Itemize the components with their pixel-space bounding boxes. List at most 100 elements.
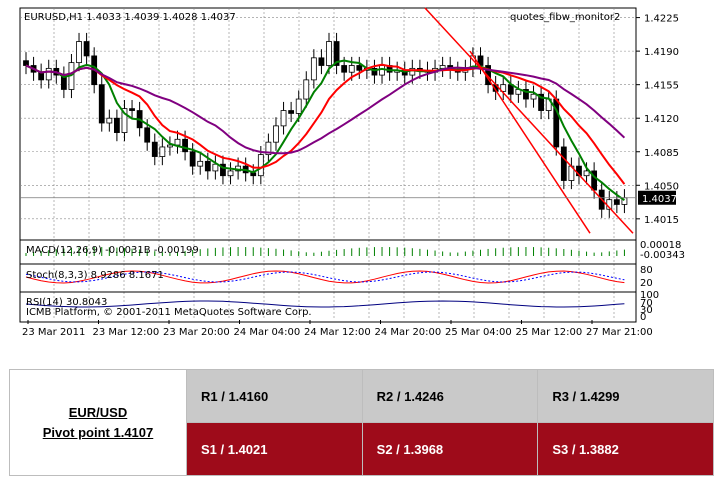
candle-body bbox=[189, 151, 196, 167]
candle-body bbox=[310, 57, 317, 81]
candle-body bbox=[182, 138, 188, 153]
x-tick-label: 25 Mar 04:00 bbox=[445, 327, 512, 338]
candle-body bbox=[167, 144, 173, 148]
candle-body bbox=[265, 141, 272, 156]
x-tick-label: 24 Mar 20:00 bbox=[375, 327, 442, 338]
ma-line bbox=[25, 59, 625, 202]
chart-svg: 1.4225 1.4190 1.4155 1.4120 1.4085 1.4050 1.40… bbox=[19, 7, 685, 338]
candle-body bbox=[98, 84, 105, 124]
s2-cell: S2 / 1.3968 bbox=[361, 422, 539, 476]
y-tick-label: 1.4155 bbox=[644, 81, 679, 92]
r2-cell: R2 / 1.4246 bbox=[361, 369, 539, 423]
candle-body bbox=[174, 138, 181, 146]
pair-name: EUR/USD bbox=[68, 404, 128, 420]
candle-body bbox=[280, 110, 287, 127]
macd-tick-label: -0.00343 bbox=[640, 250, 685, 261]
candle-body bbox=[303, 79, 310, 100]
candle-body bbox=[220, 163, 226, 177]
macd-label: MACD(12,26,9) -0.0031B -0.00199 bbox=[26, 245, 199, 256]
y-tick-label: 1.4190 bbox=[644, 47, 679, 58]
pivot-point: Pivot point 1.4107 bbox=[42, 424, 154, 440]
stoch-tick-label: 20 bbox=[640, 278, 653, 289]
s3-cell: S3 / 1.3882 bbox=[537, 422, 714, 476]
moving-averages bbox=[25, 59, 626, 202]
candle-body bbox=[530, 93, 537, 100]
y-tick-label: 1.4225 bbox=[644, 14, 679, 25]
r3-cell: R3 / 1.4299 bbox=[537, 369, 714, 423]
axes: 1.4225 1.4190 1.4155 1.4120 1.4085 1.4050 1.40… bbox=[22, 14, 685, 338]
channel-upper-line bbox=[424, 7, 634, 234]
y-tick-label: 1.4120 bbox=[644, 114, 679, 125]
candle-body bbox=[318, 57, 325, 66]
candle-body bbox=[341, 65, 348, 73]
candle-body bbox=[583, 170, 590, 177]
candle-body bbox=[144, 127, 151, 143]
candle-body bbox=[613, 199, 620, 205]
candle-body bbox=[560, 146, 567, 181]
rsi-tick-label: 100 bbox=[640, 290, 659, 301]
candle-body bbox=[356, 65, 363, 71]
stoch-signal-line bbox=[25, 271, 625, 283]
rsi-tick-label: 0 bbox=[640, 312, 646, 323]
stoch-label: Stoch(8,3,3) 8.9286 8.1671 bbox=[26, 270, 164, 281]
rsi-label: RSI(14) 30.8043 bbox=[26, 297, 107, 308]
price-chart: 1.4225 1.4190 1.4155 1.4120 1.4085 1.4050 1.40… bbox=[19, 7, 685, 338]
candle-body bbox=[257, 154, 264, 177]
candle-body bbox=[212, 163, 219, 172]
candle-body bbox=[288, 110, 295, 114]
indicator-panels bbox=[20, 239, 636, 308]
current-price-box bbox=[638, 190, 676, 205]
candle-body bbox=[227, 170, 234, 177]
rsi-line bbox=[25, 300, 625, 308]
x-tick-label: 23 Mar 2011 bbox=[22, 327, 85, 338]
candle-body bbox=[204, 160, 211, 172]
s1-cell: S1 / 1.4021 bbox=[186, 422, 363, 476]
candle-body bbox=[106, 117, 113, 124]
candle-body bbox=[129, 108, 135, 111]
candle-body bbox=[114, 117, 120, 133]
candle-body bbox=[76, 41, 82, 64]
current-price-label: 1.4037 bbox=[642, 194, 677, 205]
x-tick-label: 23 Mar 12:00 bbox=[93, 327, 160, 338]
ma-line bbox=[25, 64, 626, 155]
candle-body bbox=[159, 146, 166, 157]
candle-body bbox=[197, 160, 204, 167]
y-tick-label: 1.4050 bbox=[644, 181, 679, 192]
stoch-tick-label: 80 bbox=[640, 265, 653, 276]
indicator-name: quotes_fibw_monitor2 bbox=[510, 12, 620, 23]
y-tick-label: 1.4015 bbox=[644, 215, 679, 226]
x-tick-label: 24 Mar 04:00 bbox=[234, 327, 301, 338]
symbol-header: EURUSD,H1 1.4033 1.4039 1.4028 1.4037 bbox=[24, 12, 236, 23]
candle-body bbox=[83, 41, 90, 57]
candle-body bbox=[538, 93, 544, 111]
candle-body bbox=[273, 125, 279, 143]
candle-body bbox=[333, 41, 340, 66]
copyright-text: ICMB Platform, © 2001-2011 MetaQuotes So… bbox=[26, 307, 312, 318]
candle-body bbox=[121, 108, 128, 133]
trend-channel bbox=[20, 7, 636, 234]
x-tick-label: 23 Mar 20:00 bbox=[163, 327, 230, 338]
candle-body bbox=[23, 60, 29, 66]
candle-body bbox=[295, 98, 302, 114]
candle-body bbox=[371, 67, 378, 76]
candle-body bbox=[500, 84, 507, 92]
candle-body bbox=[379, 65, 385, 76]
y-tick-label: 1.4085 bbox=[644, 148, 679, 159]
rsi-tick-label: 30 bbox=[640, 305, 653, 316]
r1-cell: R1 / 1.4160 bbox=[186, 369, 363, 423]
pair-cell: EUR/USD Pivot point 1.4107 bbox=[9, 369, 187, 476]
candle-body bbox=[326, 41, 332, 66]
pivot-table: EUR/USD Pivot point 1.4107 R1 / 1.4160 R… bbox=[9, 369, 714, 476]
x-tick-label: 24 Mar 12:00 bbox=[304, 327, 371, 338]
ma-line bbox=[25, 63, 626, 185]
candle-body bbox=[45, 67, 52, 81]
channel-lower-line bbox=[469, 50, 591, 234]
x-tick-label: 27 Mar 21:00 bbox=[586, 327, 653, 338]
candle-body bbox=[348, 65, 355, 73]
macd-tick-label: 0.00018 bbox=[640, 240, 681, 251]
rsi-tick-label: 70 bbox=[640, 298, 653, 309]
candle-body bbox=[523, 89, 529, 100]
stoch-main-line bbox=[25, 270, 625, 284]
x-tick-label: 25 Mar 12:00 bbox=[516, 327, 583, 338]
candle-body bbox=[151, 141, 158, 157]
